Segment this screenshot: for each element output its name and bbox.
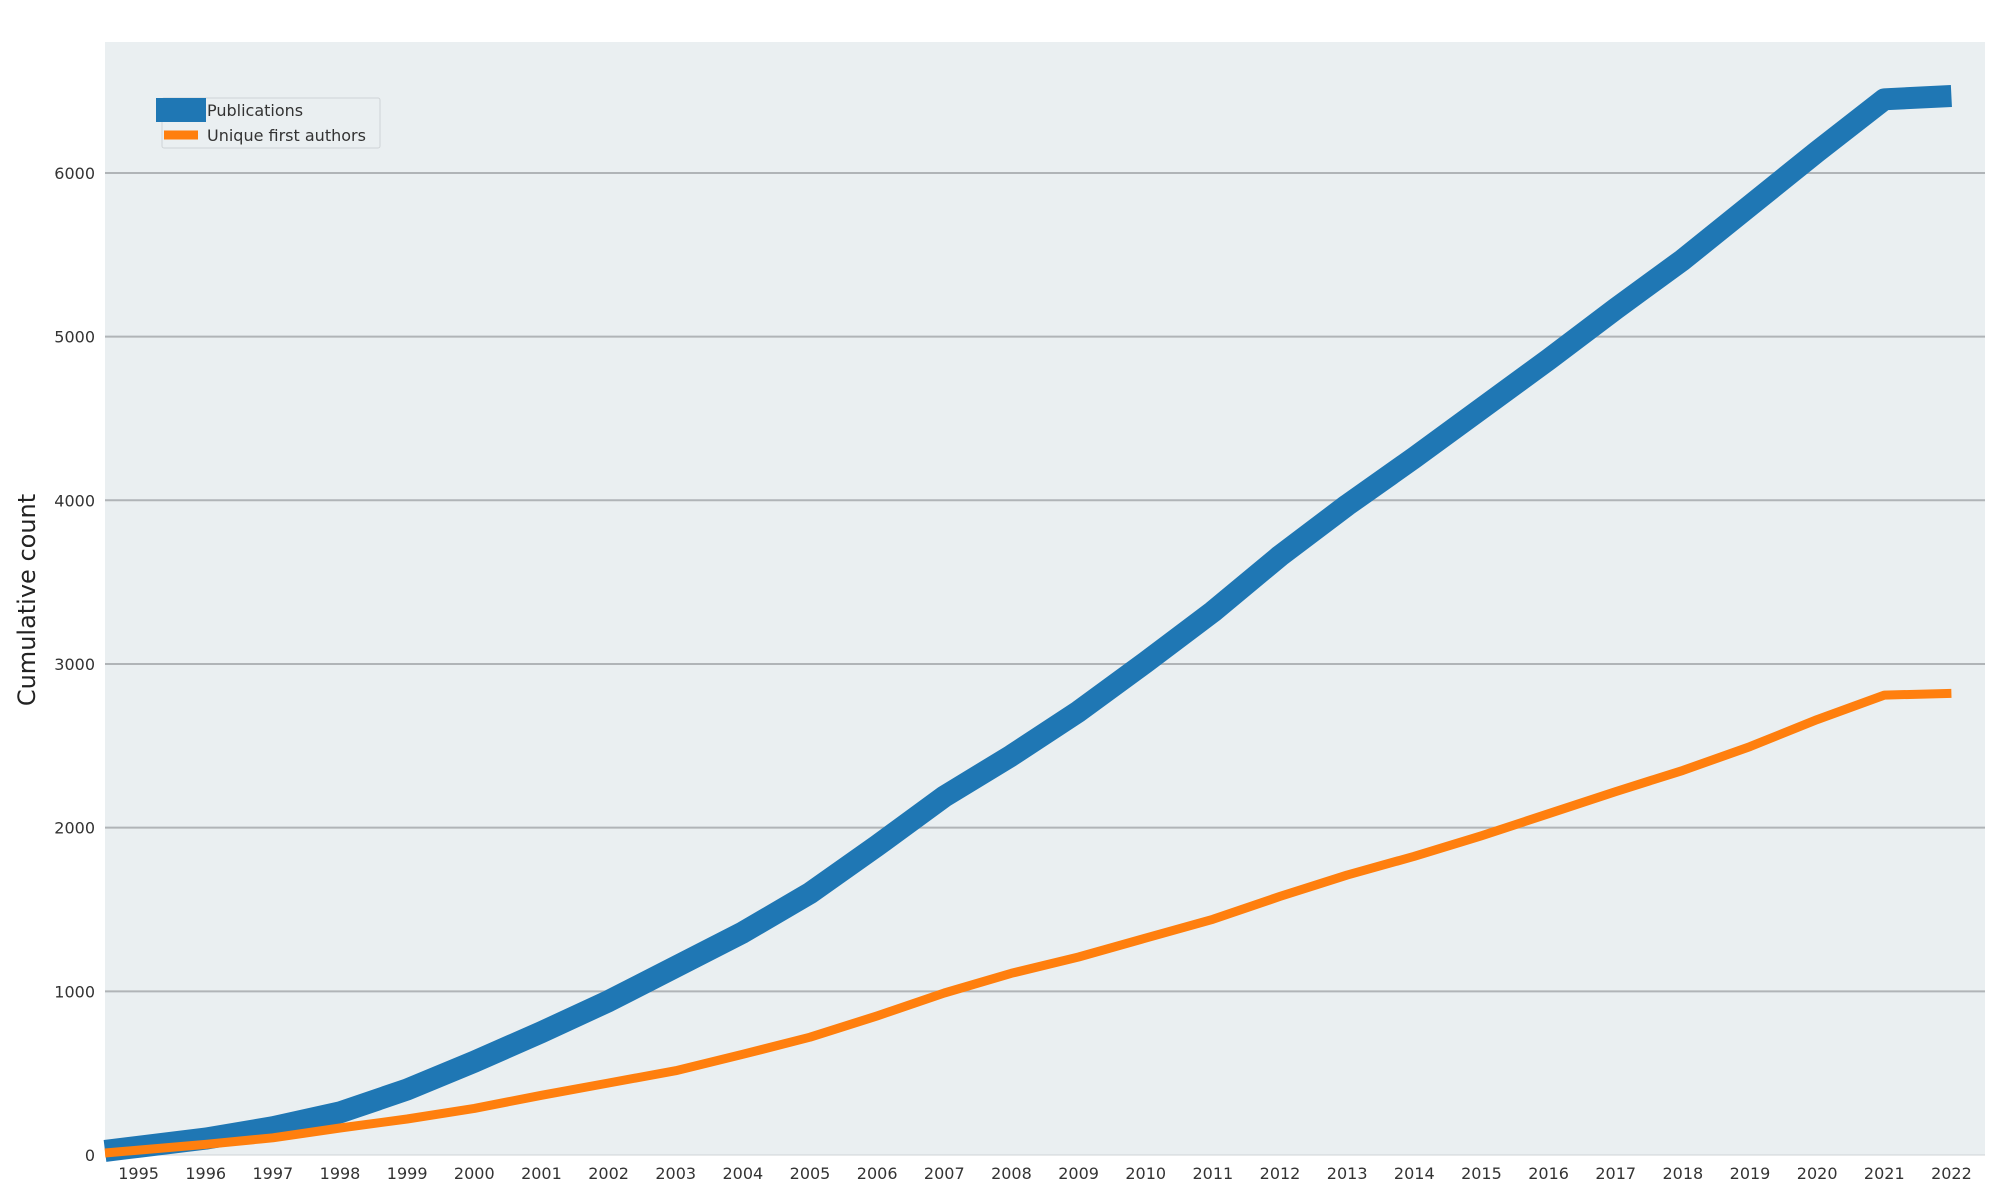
legend-swatch <box>156 98 206 122</box>
legend: Publications Unique first authors <box>156 97 381 149</box>
x-tick-label: 1995 <box>118 1164 159 1183</box>
x-tick-labels: 1995 1996 1997 1998 1999 2000 2001 2002 2003 2004… <box>118 1164 1972 1183</box>
x-tick-label: 2013 <box>1327 1164 1368 1183</box>
series-lines <box>103 85 1952 1162</box>
y-tick-label: 0 <box>85 1146 95 1165</box>
x-tick-label: 2007 <box>924 1164 965 1183</box>
legend-box <box>161 97 381 149</box>
x-tick-label: 2019 <box>1730 1164 1771 1183</box>
y-tick-label: 3000 <box>54 655 95 674</box>
x-tick-label: 2001 <box>521 1164 562 1183</box>
x-tick-label: 2014 <box>1394 1164 1435 1183</box>
x-tick-label: 2009 <box>1058 1164 1099 1183</box>
legend-label: Publications <box>207 101 303 120</box>
x-tick-label: 2005 <box>790 1164 831 1183</box>
series-line-publications <box>103 85 1952 1162</box>
x-tick-label: 1998 <box>320 1164 361 1183</box>
y-tick-labels: 0 1000 2000 3000 4000 5000 6000 <box>54 164 95 1165</box>
y-tick-label: 5000 <box>54 328 95 347</box>
x-tick-label: 1997 <box>252 1164 293 1183</box>
x-tick-label: 2002 <box>588 1164 629 1183</box>
x-tick-label: 2003 <box>655 1164 696 1183</box>
grid-lines <box>105 171 1985 1156</box>
x-tick-label: 2012 <box>1260 1164 1301 1183</box>
x-tick-label: 2021 <box>1864 1164 1905 1183</box>
x-tick-label: 2008 <box>991 1164 1032 1183</box>
legend-items: Publications Unique first authors <box>156 98 366 145</box>
y-axis-title: Cumulative count <box>13 494 41 706</box>
x-tick-label: 2017 <box>1595 1164 1636 1183</box>
x-tick-label: 2015 <box>1461 1164 1502 1183</box>
x-tick-label: 2010 <box>1125 1164 1166 1183</box>
x-tick-label: 2011 <box>1192 1164 1233 1183</box>
y-tick-label: 2000 <box>54 819 95 838</box>
x-tick-label: 2004 <box>722 1164 763 1183</box>
y-tick-label: 1000 <box>54 982 95 1001</box>
x-tick-label: 1999 <box>387 1164 428 1183</box>
x-tick-label: 2022 <box>1931 1164 1972 1183</box>
x-tick-label: 2000 <box>454 1164 495 1183</box>
legend-label: Unique first authors <box>207 126 366 145</box>
y-tick-label: 6000 <box>54 164 95 183</box>
x-tick-label: 1996 <box>185 1164 226 1183</box>
x-tick-label: 2018 <box>1662 1164 1703 1183</box>
x-tick-label: 2016 <box>1528 1164 1569 1183</box>
x-tick-label: 2020 <box>1797 1164 1838 1183</box>
y-tick-label: 4000 <box>54 491 95 510</box>
plot-area <box>105 42 1985 1155</box>
series-line-unique-first-authors <box>104 688 1952 1158</box>
x-tick-label: 2006 <box>857 1164 898 1183</box>
